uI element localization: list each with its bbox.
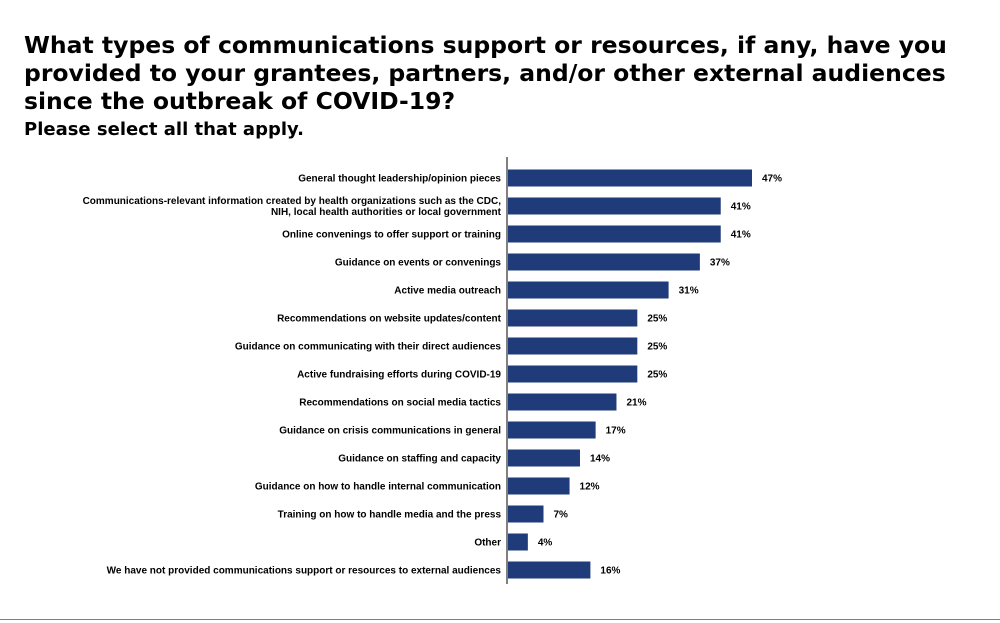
category-label-line: Guidance on events or convenings	[335, 258, 502, 269]
bar	[508, 309, 638, 327]
category-label: General thought leadership/opinion piece…	[298, 174, 501, 185]
bar	[508, 561, 591, 579]
bar	[508, 533, 528, 551]
category-label-line: Guidance on how to handle internal commu…	[255, 482, 501, 493]
bar	[508, 337, 638, 355]
category-label-line: Active fundraising efforts during COVID-…	[297, 370, 501, 381]
category-label: Guidance on how to handle internal commu…	[255, 482, 501, 493]
data-label: 14%	[590, 454, 610, 465]
data-label: 25%	[647, 370, 667, 381]
category-label: Training on how to handle media and the …	[278, 510, 502, 521]
category-label-line: Online convenings to offer support or tr…	[282, 230, 501, 241]
data-label: 31%	[679, 286, 699, 297]
category-label: Guidance on communicating with their dir…	[235, 342, 502, 353]
bar	[508, 449, 580, 467]
bar	[508, 421, 596, 439]
category-label-line: Guidance on communicating with their dir…	[235, 342, 502, 353]
category-label: Active media outreach	[394, 286, 501, 297]
data-label: 17%	[606, 426, 626, 437]
category-label: Guidance on crisis communications in gen…	[279, 426, 501, 437]
bottom-divider	[0, 619, 1000, 620]
bar	[508, 253, 700, 271]
category-label: Guidance on staffing and capacity	[338, 454, 501, 465]
category-label-line: Communications-relevant information crea…	[83, 196, 502, 207]
category-label-line: Recommendations on website updates/conte…	[277, 314, 502, 325]
category-label-line: Guidance on staffing and capacity	[338, 454, 501, 465]
bar	[508, 225, 721, 243]
data-label: 37%	[710, 258, 730, 269]
category-label-line: NIH, local health authorities or local g…	[271, 207, 502, 218]
category-label-line: We have not provided communications supp…	[107, 566, 502, 577]
data-label: 4%	[538, 538, 553, 549]
data-label: 25%	[647, 314, 667, 325]
category-label: Communications-relevant information crea…	[83, 196, 502, 218]
data-label: 25%	[647, 342, 667, 353]
data-label: 47%	[762, 174, 782, 185]
category-label: Recommendations on website updates/conte…	[277, 314, 502, 325]
chart-title: What types of communications support or …	[24, 31, 947, 115]
category-label: Active fundraising efforts during COVID-…	[297, 370, 501, 381]
category-label: Other	[474, 538, 501, 549]
category-label-line: Guidance on crisis communications in gen…	[279, 426, 501, 437]
category-label-line: Other	[474, 538, 501, 549]
bar	[508, 197, 721, 215]
data-label: 12%	[580, 482, 600, 493]
data-label: 7%	[553, 510, 568, 521]
category-label: Recommendations on social media tactics	[299, 398, 501, 409]
category-label-line: General thought leadership/opinion piece…	[298, 174, 501, 185]
chart-subtitle: Please select all that apply.	[24, 119, 304, 140]
bar	[508, 505, 544, 523]
category-label: Guidance on events or convenings	[335, 258, 502, 269]
bar	[508, 281, 669, 299]
bar	[508, 169, 752, 187]
data-label: 21%	[626, 398, 646, 409]
category-label: We have not provided communications supp…	[107, 566, 502, 577]
category-label: Online convenings to offer support or tr…	[282, 230, 501, 241]
data-label: 41%	[731, 230, 751, 241]
category-label-line: Training on how to handle media and the …	[278, 510, 502, 521]
data-label: 41%	[731, 202, 751, 213]
category-label-line: Recommendations on social media tactics	[299, 398, 501, 409]
bar	[508, 393, 617, 411]
bar	[508, 477, 570, 495]
data-label: 16%	[600, 566, 620, 577]
bar	[508, 365, 638, 383]
category-label-line: Active media outreach	[394, 286, 501, 297]
